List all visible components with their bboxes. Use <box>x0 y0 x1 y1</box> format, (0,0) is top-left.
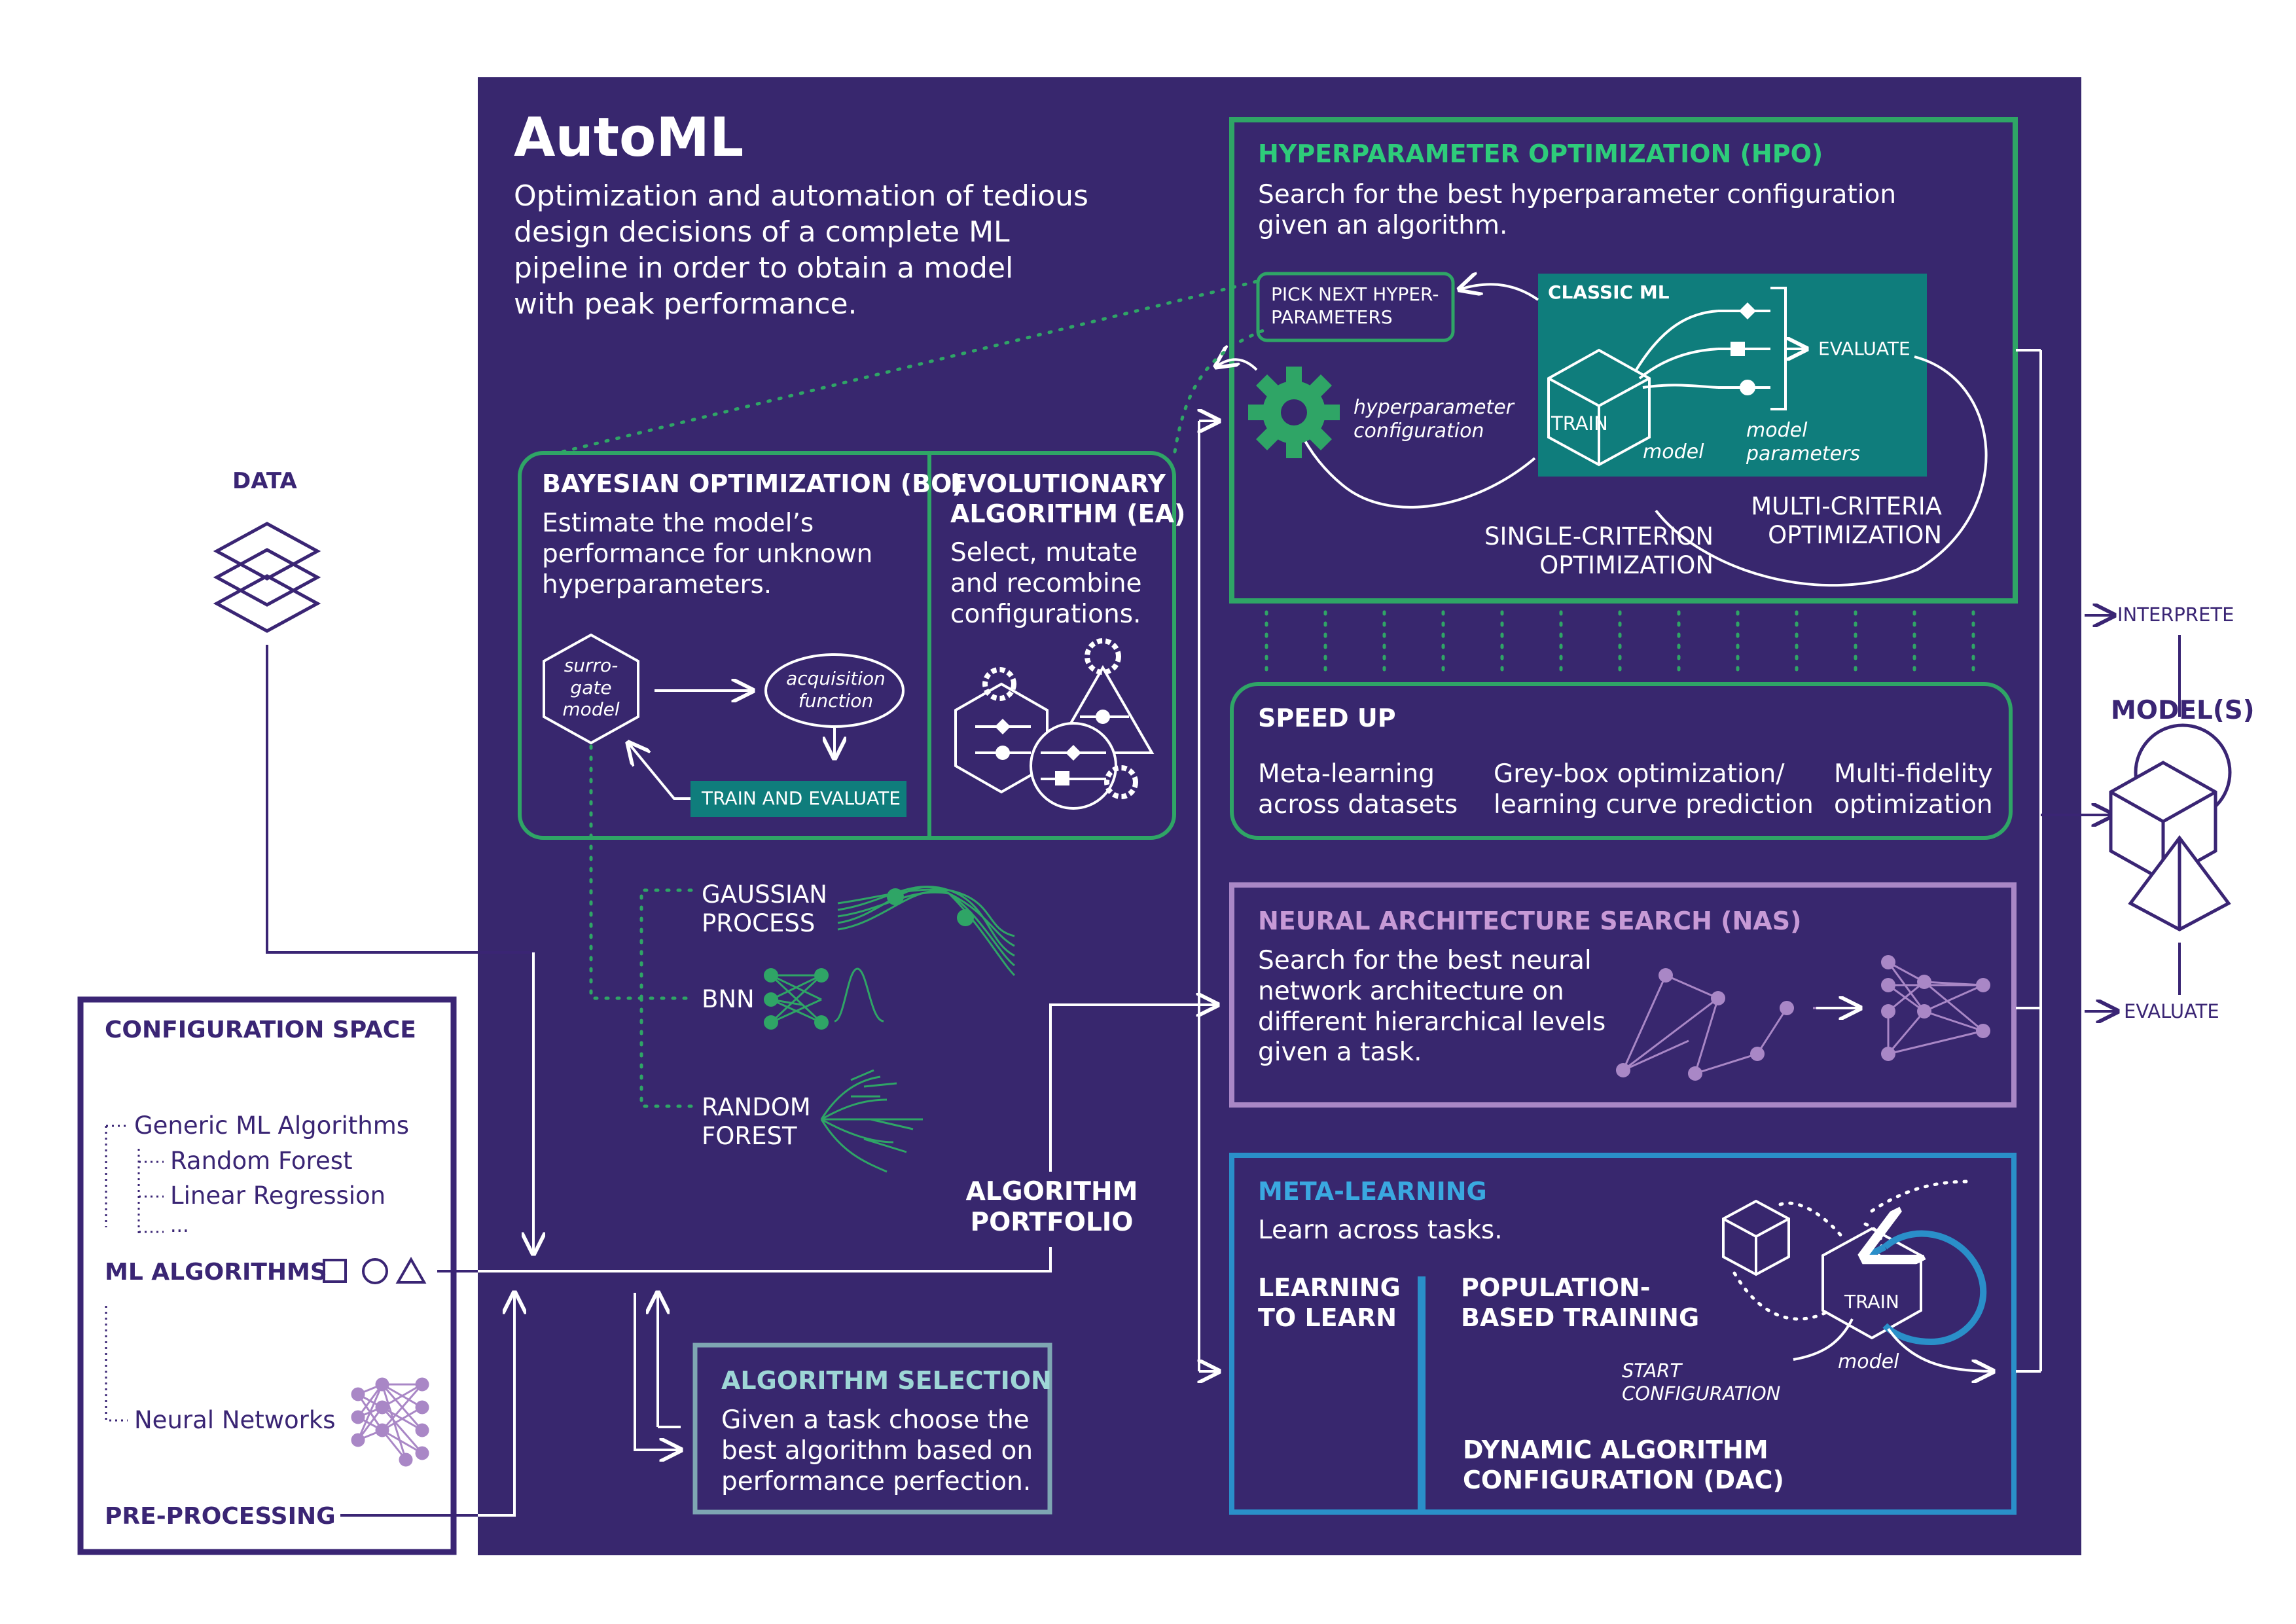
speedup-multi-fidelity: Multi-fidelity optimization <box>1834 759 1993 820</box>
surrogate-branches <box>589 744 696 1108</box>
meta-learning-box <box>1229 1153 2017 1515</box>
bo-hpo-dotted-2 <box>1173 329 1265 454</box>
random-forest-item: Random Forest <box>170 1147 353 1175</box>
algorithm-selection-title: ALGORITHM SELECTION <box>721 1366 1052 1395</box>
preprocessing-label: PRE-PROCESSING <box>105 1503 336 1530</box>
single-criterion-label: SINGLE-CRITERION OPTIMIZATION <box>1484 522 1713 580</box>
hpo-speedup-dots <box>1265 610 1975 673</box>
acquisition-function-label: acquisition function <box>786 668 886 712</box>
algsel-arrow-in <box>634 1293 681 1450</box>
interprete-label: INTERPRETE <box>2117 604 2234 626</box>
hyperparameter-config-label: hyperparameter configuration <box>1354 396 1514 442</box>
algorithm-portfolio-label: ALGORITHM PORTFOLIO <box>965 1177 1138 1237</box>
neural-network-icon <box>351 1377 429 1467</box>
gear-icon <box>1248 367 1340 458</box>
meta-train-label: TRAIN <box>1844 1291 1899 1312</box>
dac-label: DYNAMIC ALGORITHM CONFIGURATION (DAC) <box>1463 1435 1784 1494</box>
dac-loop <box>1882 1230 1987 1346</box>
hpo-model-label: model <box>1643 441 1704 463</box>
ml-algorithms-label: ML ALGORITHMS <box>105 1259 327 1286</box>
ea-description: Select, mutate and recombine configurati… <box>950 538 1142 629</box>
bnn-label: BNN <box>702 985 755 1013</box>
hpo-description: Search for the best hyperparameter confi… <box>1258 180 1897 240</box>
automl-title: AutoML <box>514 107 744 169</box>
model-parameters-label: model parameters <box>1746 419 1861 465</box>
meta-model-label: model <box>1838 1350 1899 1373</box>
models-label: MODEL(S) <box>2111 696 2255 725</box>
bo-ea-box <box>518 451 1176 840</box>
classic-ml-box <box>1538 274 1927 477</box>
meta-learning-description: Learn across tasks. <box>1258 1216 1503 1245</box>
speedup-grey-box: Grey-box optimization/ learning curve pr… <box>1494 759 1814 820</box>
pbt-label: POPULATION- BASED TRAINING <box>1461 1273 1700 1332</box>
neural-networks-item: Neural Networks <box>134 1406 336 1434</box>
models-icon <box>2109 723 2232 931</box>
pbt-dotted-loop <box>1732 1180 1972 1321</box>
hpo-evaluate-label: EVALUATE <box>1818 338 1910 359</box>
ea-title: EVOLUTIONARY ALGORITHM (EA) <box>950 469 1186 528</box>
speedup-title: SPEED UP <box>1258 704 1396 732</box>
configuration-space-box <box>77 996 457 1555</box>
gear-icon <box>982 638 1138 799</box>
speedup-meta-learning: Meta-learning across datasets <box>1258 759 1458 820</box>
nas-box <box>1229 882 2017 1108</box>
cube-icon <box>1547 348 1651 467</box>
triangle-icon <box>395 1256 427 1284</box>
circle-icon <box>362 1258 388 1284</box>
tree-icon <box>820 1069 923 1173</box>
random-forest-label: RANDOM FOREST <box>702 1093 811 1151</box>
meta-learning-title: META-LEARNING <box>1258 1177 1487 1206</box>
speedup-box <box>1230 682 2013 840</box>
pick-next-label: PICK NEXT HYPER- PARAMETERS <box>1271 283 1439 328</box>
gaussian-process-icon <box>837 886 1016 977</box>
algorithm-selection-box <box>692 1343 1052 1515</box>
portfolio-to-nas-arrow <box>1049 1005 1217 1172</box>
surrogate-model-label: surro- gate model <box>562 655 620 721</box>
multi-criteria-label: MULTI-CRITERIA OPTIMIZATION <box>1751 492 1942 550</box>
multi-criteria-loop <box>1655 355 1988 587</box>
bo-description: Estimate the model’s performance for unk… <box>542 509 873 600</box>
acquisition-ellipse <box>764 653 905 728</box>
data-label: DATA <box>232 468 297 494</box>
nas-description: Search for the best neural network archi… <box>1258 946 1606 1068</box>
automl-description: Optimization and automation of tedious d… <box>514 179 1088 321</box>
bo-title: BAYESIAN OPTIMIZATION (BO) <box>542 469 963 498</box>
bo-hpo-dotted-1 <box>561 280 1259 454</box>
gaussian-process-label: GAUSSIAN PROCESS <box>702 880 827 938</box>
classic-ml-label: CLASSIC ML <box>1548 281 1670 303</box>
train-evaluate-label: TRAIN AND EVALUATE <box>702 787 901 809</box>
start-configuration-label: START CONFIGURATION <box>1622 1360 1781 1405</box>
more-items: ... <box>170 1214 189 1237</box>
square-icon <box>323 1259 347 1283</box>
generic-ml-algorithms: Generic ML Algorithms <box>134 1111 410 1140</box>
layers-icon <box>213 522 321 633</box>
nas-title: NEURAL ARCHITECTURE SEARCH (NAS) <box>1258 907 1802 935</box>
hpo-title: HYPERPARAMETER OPTIMIZATION (HPO) <box>1258 139 1823 168</box>
surrogate-hexagon <box>543 633 639 745</box>
pick-next-box <box>1256 272 1455 342</box>
right-evaluate-label: EVALUATE <box>2124 1000 2219 1022</box>
train-evaluate-box <box>691 781 906 817</box>
bnn-icon <box>770 967 884 1024</box>
start-config-line <box>1793 1318 1854 1361</box>
learning-to-learn-label: LEARNING TO LEARN <box>1258 1273 1401 1332</box>
config-space-title: CONFIGURATION SPACE <box>105 1017 416 1043</box>
algorithm-selection-description: Given a task choose the best algorithm b… <box>721 1405 1033 1496</box>
hpo-train-label: TRAIN <box>1551 412 1608 435</box>
linear-regression-item: Linear Regression <box>170 1182 386 1210</box>
config-tree-lines <box>105 1125 164 1422</box>
